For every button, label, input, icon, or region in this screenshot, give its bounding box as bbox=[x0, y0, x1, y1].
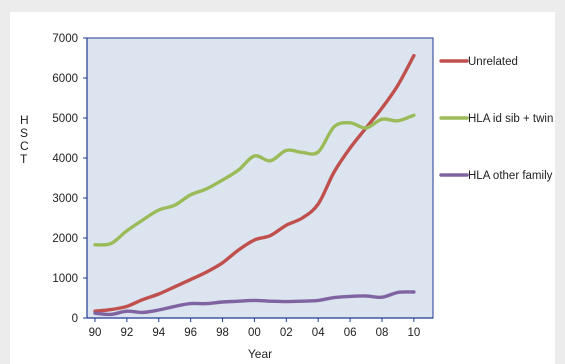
y-axis-title-letter: C bbox=[20, 139, 29, 153]
x-tick-label: 94 bbox=[152, 327, 165, 339]
x-axis-title: Year bbox=[248, 347, 272, 361]
x-tick-label: 04 bbox=[312, 327, 325, 339]
x-tick-label: 08 bbox=[376, 327, 389, 339]
y-axis-title-letter: T bbox=[20, 152, 28, 166]
y-tick-label: 2000 bbox=[52, 233, 78, 245]
legend-label-hla-other-family: HLA other family bbox=[468, 170, 553, 182]
y-tick-label: 5000 bbox=[52, 113, 78, 125]
y-axis-title-letter: S bbox=[20, 126, 28, 140]
y-axis-title-letter: H bbox=[20, 113, 29, 127]
series-layer bbox=[93, 53, 416, 317]
y-tick-label: 1000 bbox=[52, 273, 78, 285]
series-line-hla-id-sib-twin bbox=[93, 113, 416, 247]
x-tick-label: 00 bbox=[248, 327, 261, 339]
legend: Unrelated HLA id sib + twin HLA other fami… bbox=[439, 56, 553, 182]
x-tick-label: 92 bbox=[120, 327, 133, 339]
series-line-unrelated bbox=[93, 53, 416, 313]
y-tick-label: 4000 bbox=[52, 153, 78, 165]
chart-frame: 0 1000 2000 3000 4000 5000 6000 7000 90 92 94 96 98… bbox=[10, 12, 555, 364]
plot-area bbox=[86, 37, 434, 319]
x-tick-label: 10 bbox=[407, 327, 420, 339]
x-tick-label: 02 bbox=[280, 327, 293, 339]
y-axis: 0 1000 2000 3000 4000 5000 6000 7000 bbox=[52, 33, 87, 325]
legend-label-hla-id-sib-twin: HLA id sib + twin bbox=[468, 113, 553, 125]
series-line-hla-other-family bbox=[93, 290, 416, 317]
axes bbox=[86, 38, 433, 319]
x-tick-label: 90 bbox=[89, 327, 102, 339]
x-tick-label: 98 bbox=[216, 327, 229, 339]
y-tick-label: 3000 bbox=[52, 193, 78, 205]
y-tick-label: 0 bbox=[72, 313, 78, 325]
x-tick-label: 96 bbox=[184, 327, 197, 339]
y-tick-label: 7000 bbox=[52, 33, 78, 45]
x-tick-label: 06 bbox=[344, 327, 357, 339]
legend-label-unrelated: Unrelated bbox=[468, 56, 518, 68]
x-axis: 90 92 94 96 98 00 02 04 06 08 10 bbox=[89, 318, 420, 339]
y-tick-label: 6000 bbox=[52, 73, 78, 85]
